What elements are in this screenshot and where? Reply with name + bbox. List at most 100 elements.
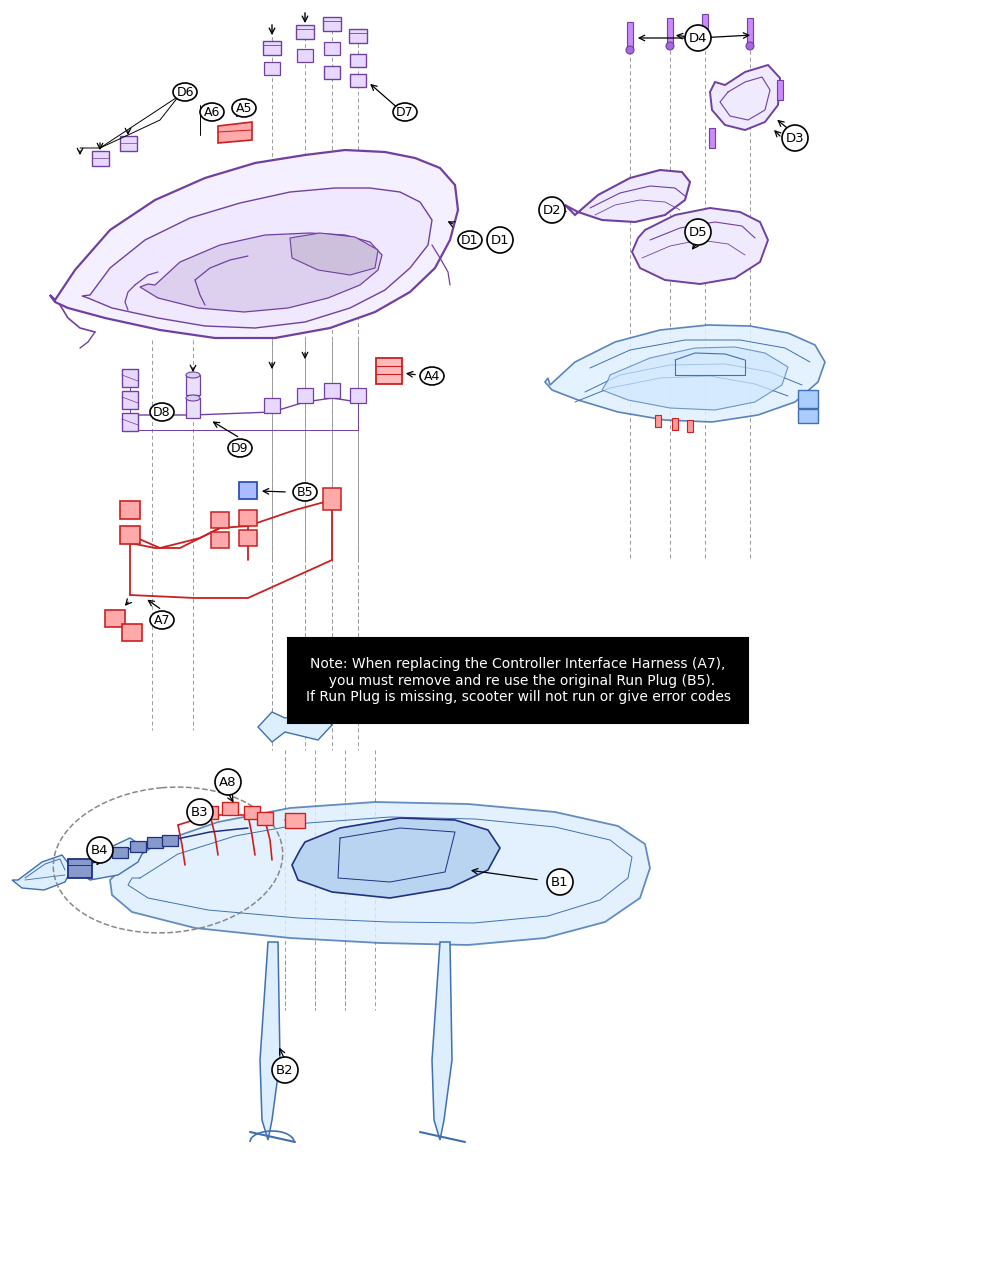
Polygon shape [258,710,332,742]
Polygon shape [350,73,366,87]
Circle shape [215,769,241,794]
Polygon shape [202,806,218,818]
Polygon shape [290,233,378,275]
Polygon shape [120,500,140,519]
Ellipse shape [393,103,417,122]
Polygon shape [350,54,366,67]
Ellipse shape [150,403,174,421]
Ellipse shape [200,103,224,122]
Polygon shape [50,150,458,338]
Polygon shape [130,841,146,851]
Text: A8: A8 [219,775,237,788]
Polygon shape [687,419,693,432]
Polygon shape [105,609,125,627]
Polygon shape [162,835,178,846]
Polygon shape [432,941,452,1140]
Polygon shape [112,848,128,858]
Ellipse shape [232,99,256,117]
Text: Note: When replacing the Controller Interface Harness (A7),
  you must remove an: Note: When replacing the Controller Inte… [306,658,730,703]
Polygon shape [264,398,280,413]
Polygon shape [122,369,138,386]
Polygon shape [545,326,825,422]
Polygon shape [747,18,753,43]
Polygon shape [324,383,340,398]
Circle shape [685,25,711,51]
Polygon shape [68,859,92,878]
Ellipse shape [186,395,200,400]
Polygon shape [798,409,818,423]
Ellipse shape [293,483,317,500]
Polygon shape [218,122,252,143]
Polygon shape [239,530,257,546]
Polygon shape [222,802,238,815]
Polygon shape [632,208,768,284]
Text: B1: B1 [551,875,569,888]
Polygon shape [627,22,633,47]
Polygon shape [710,65,780,131]
Circle shape [626,46,634,54]
Polygon shape [702,14,708,39]
Polygon shape [297,388,313,403]
Polygon shape [122,625,142,641]
Polygon shape [110,802,650,945]
Polygon shape [798,390,818,408]
Polygon shape [376,359,402,384]
Circle shape [272,1057,298,1083]
Circle shape [87,837,113,863]
Polygon shape [667,18,673,43]
Text: A4: A4 [424,370,440,383]
Circle shape [782,125,808,151]
Polygon shape [244,806,260,818]
Text: D7: D7 [396,105,414,119]
Ellipse shape [420,367,444,385]
Polygon shape [140,233,382,312]
Polygon shape [285,813,305,829]
Polygon shape [120,136,137,151]
Polygon shape [296,25,314,39]
Polygon shape [565,170,690,222]
Ellipse shape [228,438,252,457]
Polygon shape [239,481,257,499]
Polygon shape [82,188,432,328]
Text: D1: D1 [491,233,509,247]
Text: D6: D6 [176,85,194,99]
Text: D1: D1 [461,233,479,247]
Circle shape [187,799,213,825]
Polygon shape [323,488,341,511]
Polygon shape [12,855,72,889]
Text: D9: D9 [231,441,249,455]
Polygon shape [264,62,280,75]
Polygon shape [122,413,138,431]
Polygon shape [211,512,229,528]
Polygon shape [122,392,138,409]
Text: B5: B5 [297,485,313,498]
Ellipse shape [186,372,200,378]
Circle shape [487,227,513,253]
Polygon shape [349,29,367,43]
Polygon shape [120,526,140,544]
Text: D4: D4 [689,32,707,44]
Polygon shape [777,80,783,100]
Polygon shape [350,388,366,403]
Polygon shape [211,532,229,549]
Text: A5: A5 [236,101,252,114]
Ellipse shape [173,84,197,101]
Ellipse shape [150,611,174,628]
Polygon shape [186,375,200,395]
Text: D2: D2 [543,204,561,217]
Circle shape [539,196,565,223]
Polygon shape [602,347,788,411]
Text: A7: A7 [154,613,170,626]
Polygon shape [297,49,313,62]
Polygon shape [186,398,200,418]
Text: B4: B4 [91,844,109,856]
Polygon shape [655,416,661,427]
Polygon shape [78,837,145,881]
Text: A6: A6 [204,105,220,119]
Text: B2: B2 [276,1063,294,1077]
Polygon shape [260,941,280,1140]
Circle shape [547,869,573,895]
Circle shape [746,42,754,49]
Polygon shape [324,42,340,54]
Polygon shape [92,151,109,166]
